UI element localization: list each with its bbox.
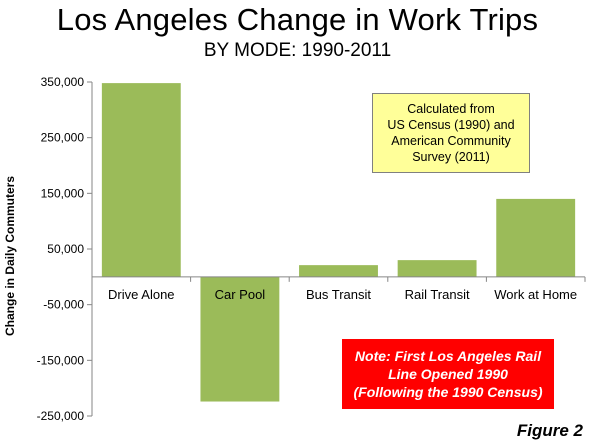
y-tick-label: 150,000: [41, 186, 85, 200]
y-tick-label: -150,000: [37, 353, 85, 367]
x-tick-label: Drive Alone: [108, 287, 174, 302]
rail-note-line: Line Opened 1990: [388, 366, 508, 382]
chart-title: Los Angeles Change in Work Trips: [56, 2, 539, 37]
x-tick-label: Rail Transit: [405, 287, 470, 302]
source-note-line: Calculated from: [407, 102, 495, 116]
y-tick-label: -250,000: [37, 409, 85, 423]
y-tick-label: 250,000: [41, 131, 85, 145]
x-tick-label: Bus Transit: [306, 287, 371, 302]
y-tick-label: 350,000: [41, 75, 85, 89]
source-note-box: Calculated from US Census (1990) and Ame…: [372, 93, 530, 173]
source-note-line: Survey (2011): [412, 150, 490, 164]
y-tick-label: -50,000: [43, 298, 84, 312]
source-note-line: US Census (1990) and: [387, 118, 515, 132]
bar-rail-transit: [397, 260, 477, 277]
bar-drive-alone: [101, 83, 181, 277]
x-tick-label: Car Pool: [215, 287, 266, 302]
rail-note-box: Note: First Los Angeles Rail Line Opened…: [342, 339, 554, 409]
x-tick-label: Work at Home: [494, 287, 577, 302]
rail-note-line: (Following the 1990 Census): [353, 384, 543, 400]
figure-label: Figure 2: [516, 421, 583, 440]
bar-car-pool: [200, 276, 280, 402]
y-tick-label: 50,000: [47, 242, 84, 256]
chart-subtitle: BY MODE: 1990-2011: [203, 40, 392, 61]
rail-note-line: Note: First Los Angeles Rail: [354, 348, 542, 364]
bar-bus-transit: [299, 265, 378, 277]
bar-work-at-home: [496, 198, 576, 277]
source-note-line: American Community: [391, 134, 511, 148]
